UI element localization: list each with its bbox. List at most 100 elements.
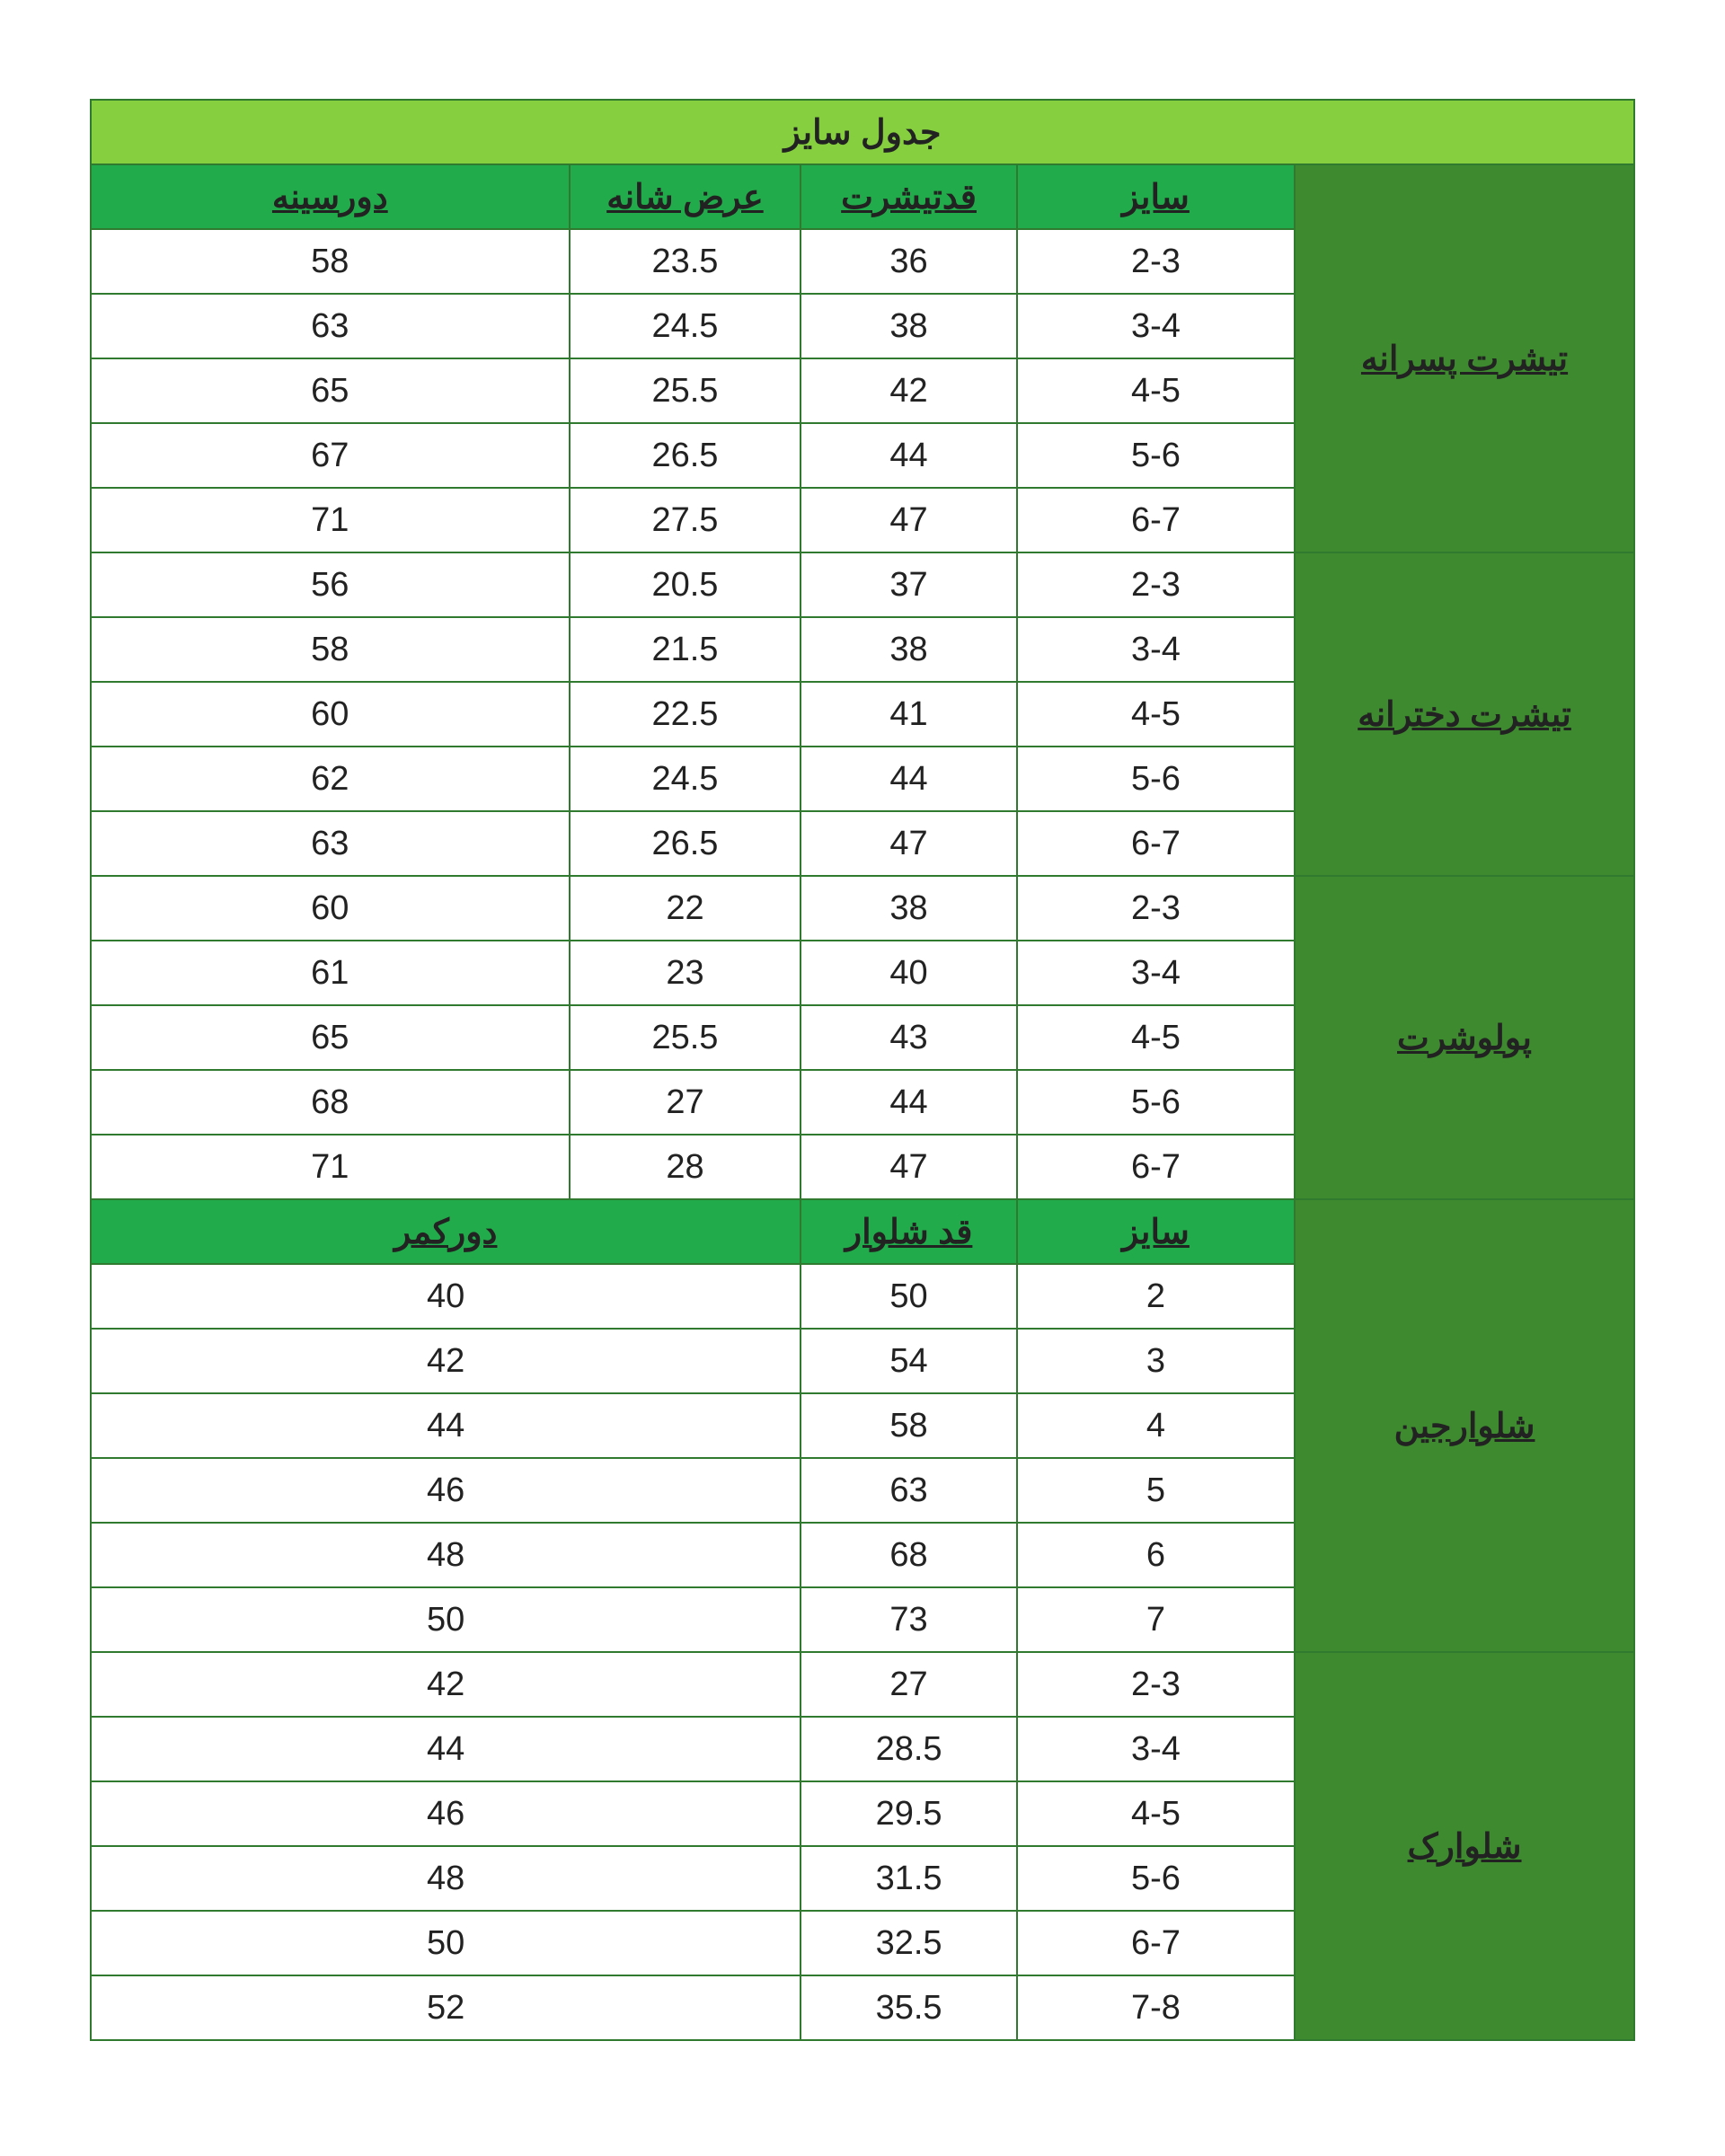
- data-cell: 3-4: [1017, 617, 1295, 682]
- column-header: قدتیشرت: [801, 164, 1017, 229]
- data-cell: 6-7: [1017, 1135, 1295, 1199]
- data-cell: 31.5: [801, 1846, 1017, 1911]
- data-cell: 28.5: [801, 1717, 1017, 1781]
- data-cell: 6-7: [1017, 488, 1295, 552]
- data-cell: 3-4: [1017, 294, 1295, 358]
- data-cell: 24.5: [570, 747, 801, 811]
- data-cell: 27: [801, 1652, 1017, 1717]
- data-cell: 43: [801, 1005, 1017, 1070]
- data-cell: 54: [801, 1329, 1017, 1393]
- data-cell: 35.5: [801, 1975, 1017, 2040]
- data-cell: 5-6: [1017, 1846, 1295, 1911]
- data-cell: 48: [91, 1523, 801, 1587]
- data-cell: 60: [91, 682, 570, 747]
- data-cell: 2: [1017, 1264, 1295, 1329]
- data-cell: 27.5: [570, 488, 801, 552]
- data-cell: 44: [801, 423, 1017, 488]
- data-cell: 4-5: [1017, 358, 1295, 423]
- data-cell: 73: [801, 1587, 1017, 1652]
- data-cell: 44: [91, 1717, 801, 1781]
- data-cell: 6-7: [1017, 1911, 1295, 1975]
- data-cell: 7-8: [1017, 1975, 1295, 2040]
- data-cell: 27: [570, 1070, 801, 1135]
- data-cell: 47: [801, 488, 1017, 552]
- data-cell: 37: [801, 552, 1017, 617]
- data-cell: 63: [91, 811, 570, 876]
- group-label: تیشرت پسرانه: [1295, 164, 1634, 552]
- column-header: دورکمر: [91, 1199, 801, 1264]
- data-cell: 42: [91, 1329, 801, 1393]
- group-label: تیشرت دخترانه: [1295, 552, 1634, 876]
- column-header: سایز: [1017, 164, 1295, 229]
- data-cell: 4-5: [1017, 1781, 1295, 1846]
- data-cell: 56: [91, 552, 570, 617]
- data-cell: 4-5: [1017, 682, 1295, 747]
- data-cell: 42: [91, 1652, 801, 1717]
- data-cell: 68: [91, 1070, 570, 1135]
- data-cell: 20.5: [570, 552, 801, 617]
- data-cell: 32.5: [801, 1911, 1017, 1975]
- data-cell: 41: [801, 682, 1017, 747]
- data-cell: 25.5: [570, 1005, 801, 1070]
- data-cell: 58: [91, 617, 570, 682]
- data-cell: 23.5: [570, 229, 801, 294]
- column-header: عرض شانه: [570, 164, 801, 229]
- data-cell: 44: [91, 1393, 801, 1458]
- data-cell: 71: [91, 1135, 570, 1199]
- data-cell: 67: [91, 423, 570, 488]
- data-cell: 3-4: [1017, 941, 1295, 1005]
- data-cell: 2-3: [1017, 552, 1295, 617]
- data-cell: 47: [801, 811, 1017, 876]
- data-cell: 2-3: [1017, 876, 1295, 941]
- data-cell: 44: [801, 747, 1017, 811]
- data-cell: 26.5: [570, 423, 801, 488]
- data-cell: 28: [570, 1135, 801, 1199]
- data-cell: 6-7: [1017, 811, 1295, 876]
- data-cell: 5-6: [1017, 423, 1295, 488]
- group-label: شلوارجین: [1295, 1199, 1634, 1652]
- table-title: جدول سایز: [91, 100, 1634, 164]
- data-cell: 4: [1017, 1393, 1295, 1458]
- page-container: جدول سایزتیشرت پسرانهسایزقدتیشرتعرض شانه…: [0, 0, 1725, 2156]
- data-cell: 58: [801, 1393, 1017, 1458]
- data-cell: 22: [570, 876, 801, 941]
- data-cell: 65: [91, 358, 570, 423]
- data-cell: 36: [801, 229, 1017, 294]
- column-header: دورسینه: [91, 164, 570, 229]
- data-cell: 63: [91, 294, 570, 358]
- data-cell: 52: [91, 1975, 801, 2040]
- data-cell: 71: [91, 488, 570, 552]
- data-cell: 3-4: [1017, 1717, 1295, 1781]
- column-header: سایز: [1017, 1199, 1295, 1264]
- group-label: پولوشرت: [1295, 876, 1634, 1199]
- data-cell: 2-3: [1017, 1652, 1295, 1717]
- data-cell: 26.5: [570, 811, 801, 876]
- data-cell: 3: [1017, 1329, 1295, 1393]
- data-cell: 44: [801, 1070, 1017, 1135]
- data-cell: 46: [91, 1458, 801, 1523]
- data-cell: 38: [801, 617, 1017, 682]
- data-cell: 21.5: [570, 617, 801, 682]
- data-cell: 61: [91, 941, 570, 1005]
- data-cell: 47: [801, 1135, 1017, 1199]
- data-cell: 60: [91, 876, 570, 941]
- data-cell: 22.5: [570, 682, 801, 747]
- data-cell: 62: [91, 747, 570, 811]
- column-header: قد شلوار: [801, 1199, 1017, 1264]
- size-chart-table: جدول سایزتیشرت پسرانهسایزقدتیشرتعرض شانه…: [90, 99, 1635, 2041]
- data-cell: 63: [801, 1458, 1017, 1523]
- data-cell: 5-6: [1017, 747, 1295, 811]
- data-cell: 38: [801, 876, 1017, 941]
- data-cell: 48: [91, 1846, 801, 1911]
- data-cell: 65: [91, 1005, 570, 1070]
- data-cell: 40: [801, 941, 1017, 1005]
- data-cell: 46: [91, 1781, 801, 1846]
- data-cell: 50: [91, 1587, 801, 1652]
- data-cell: 7: [1017, 1587, 1295, 1652]
- data-cell: 6: [1017, 1523, 1295, 1587]
- data-cell: 50: [91, 1911, 801, 1975]
- group-label: شلوارک: [1295, 1652, 1634, 2040]
- data-cell: 25.5: [570, 358, 801, 423]
- data-cell: 58: [91, 229, 570, 294]
- data-cell: 23: [570, 941, 801, 1005]
